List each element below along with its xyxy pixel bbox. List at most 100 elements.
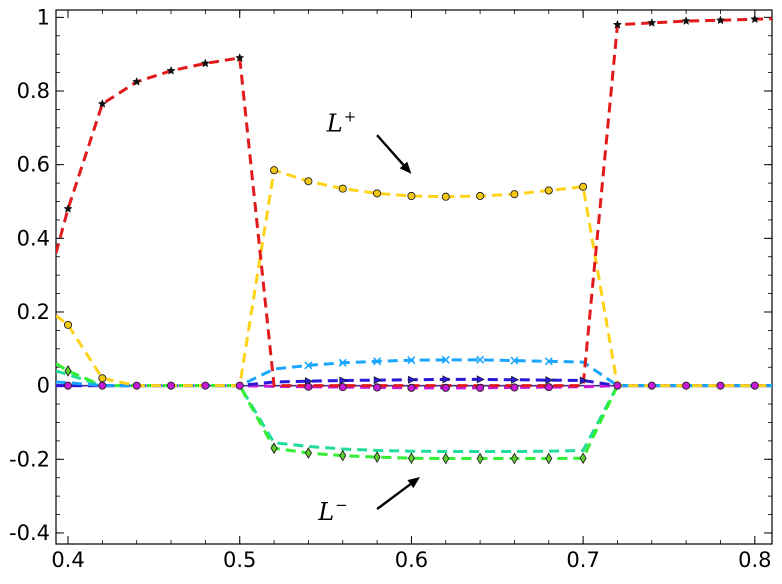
data-point [510, 383, 519, 392]
data-point [373, 376, 382, 385]
data-point [339, 376, 348, 385]
data-point [373, 383, 382, 392]
data-point [612, 19, 623, 29]
data-point [476, 375, 485, 384]
x-tick-label: 0.5 [223, 548, 256, 572]
data-point [442, 452, 450, 465]
data-point [681, 16, 691, 25]
y-tick-label: 0.4 [17, 226, 50, 250]
data-point [510, 356, 519, 365]
annotation-label: L [326, 110, 343, 138]
y-tick-label: -0.2 [9, 447, 50, 471]
y-tick-label: 1 [37, 5, 50, 29]
data-point [270, 442, 278, 455]
data-point [373, 357, 382, 366]
data-point [407, 383, 416, 392]
x-tick-label: 0.8 [738, 548, 771, 572]
axes-group: 0.4 0.5 0.6 0.7 0.8 1 0.8 0.6 0.4 0.2 0 -0.2 -0.4 [9, 5, 773, 572]
data-point [715, 15, 726, 25]
data-point [304, 177, 313, 186]
data-point [407, 191, 416, 201]
data-point [476, 383, 485, 392]
data-point [407, 452, 415, 465]
data-point [132, 381, 141, 390]
data-point [441, 383, 450, 392]
data-point [200, 58, 211, 68]
data-point [201, 381, 210, 390]
data-point [544, 383, 553, 392]
data-point [373, 189, 382, 198]
annotation-arrow-shaft [376, 134, 405, 166]
annotation-arrow-head [407, 476, 421, 489]
data-point [166, 381, 176, 390]
data-point [510, 452, 518, 465]
data-point [647, 18, 657, 27]
data-point [510, 190, 519, 199]
data-point [338, 383, 347, 392]
data-point [304, 447, 312, 459]
data-point [511, 375, 520, 384]
data-point [441, 355, 450, 364]
series-line [56, 362, 772, 461]
data-point [64, 365, 72, 377]
x-tick-label: 0.6 [395, 548, 428, 572]
data-point [750, 381, 759, 390]
annotations-group: L +L − [317, 108, 421, 526]
data-point [544, 357, 553, 366]
data-point [544, 186, 553, 195]
data-point [647, 381, 656, 390]
data-point [304, 361, 313, 370]
data-point [338, 358, 347, 367]
plot-frame [55, 9, 773, 545]
data-point [441, 192, 450, 201]
annotation-label: L [317, 498, 334, 526]
markers-group [63, 14, 760, 465]
data-point [339, 449, 347, 462]
data-point [613, 381, 622, 390]
data-point [579, 452, 587, 465]
data-point [545, 376, 554, 385]
series-line [56, 17, 772, 388]
series-line [56, 168, 772, 388]
data-point [304, 382, 313, 391]
data-point [166, 65, 176, 75]
data-point [579, 376, 588, 385]
data-point [98, 381, 107, 390]
data-point [132, 76, 142, 86]
data-point [716, 381, 725, 390]
data-point [270, 166, 279, 175]
y-tick-label: 0.8 [17, 79, 50, 103]
data-point [98, 374, 107, 383]
data-point [63, 320, 73, 329]
annotation-sup: − [335, 496, 348, 514]
data-point [373, 451, 381, 463]
data-point [442, 375, 451, 384]
data-point [235, 53, 245, 62]
data-point [579, 182, 588, 191]
y-tick-label: 0 [37, 374, 50, 398]
data-point [476, 191, 485, 201]
data-point [407, 356, 416, 365]
data-point [545, 452, 553, 465]
data-point [750, 14, 760, 24]
x-tick-label: 0.7 [566, 548, 599, 572]
data-point [97, 99, 107, 108]
annotation-arrow-shaft [376, 483, 412, 510]
annotation-sup: + [344, 108, 357, 126]
series-group [56, 17, 772, 461]
data-point [338, 184, 347, 193]
data-point [476, 452, 484, 465]
data-point [682, 381, 691, 390]
y-tick-label: 0.2 [17, 300, 50, 324]
series-line [56, 369, 772, 454]
y-tick-label: -0.4 [9, 521, 50, 545]
data-point [63, 204, 73, 213]
x-tick-label: 0.4 [51, 548, 84, 572]
data-point [63, 381, 73, 390]
data-point [476, 355, 485, 364]
data-point [235, 381, 244, 390]
data-point [408, 375, 417, 384]
annotation-arrow-head [399, 161, 412, 174]
